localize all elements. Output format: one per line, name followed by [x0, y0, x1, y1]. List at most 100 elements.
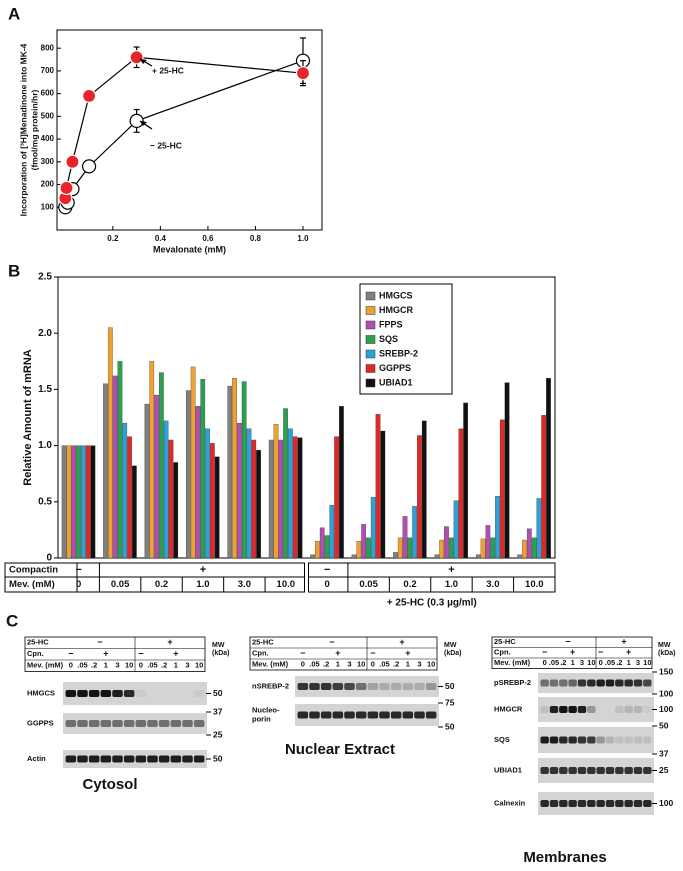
- mw-label: 50: [445, 681, 455, 691]
- lane-label: 10: [427, 659, 435, 668]
- bar: [310, 554, 315, 559]
- blot-band: [367, 711, 379, 719]
- blot-label: nSREBP-2: [252, 681, 289, 690]
- x-tick-label: 0.2: [403, 579, 416, 590]
- bar: [448, 537, 454, 559]
- legend-label: GGPPS: [379, 363, 411, 373]
- lane-label: .2: [393, 659, 399, 668]
- data-point: [129, 50, 144, 65]
- blot-band: [297, 683, 309, 690]
- blot-band: [559, 736, 568, 744]
- blot-band: [643, 679, 652, 687]
- blot-band: [615, 706, 624, 713]
- lane-label: .05: [147, 661, 157, 670]
- blot-band: [170, 720, 182, 727]
- blot-band: [643, 767, 652, 774]
- bar: [402, 516, 408, 559]
- blot-label: Calnexin: [494, 798, 526, 807]
- blot-band: [633, 679, 643, 687]
- header-row-label: 25-HC: [27, 638, 49, 647]
- mw-header: MW: [658, 642, 671, 649]
- cpn-cell: −: [598, 647, 603, 657]
- x-tick-label: 10.0: [525, 579, 544, 590]
- bar: [522, 539, 527, 559]
- blot-band: [344, 711, 355, 719]
- blot-label: HMGCS: [27, 688, 55, 697]
- blot-band: [605, 767, 615, 774]
- blot-band: [344, 683, 355, 690]
- x-tick-label: 0.6: [202, 234, 214, 243]
- header-row-label: Cpn.: [27, 649, 44, 658]
- blot-band: [414, 711, 425, 719]
- blot-band: [596, 767, 605, 774]
- mw-header: MW: [212, 642, 225, 649]
- panel-label: C: [6, 611, 18, 630]
- blot-band: [568, 736, 577, 744]
- blot-band: [332, 711, 344, 719]
- blot: [538, 792, 654, 815]
- y-axis-label: Incorporation of [³H]Menadinone into MK-…: [18, 43, 28, 216]
- bar: [351, 554, 357, 559]
- lane-label: .2: [560, 658, 566, 667]
- mw-label: 37: [659, 748, 669, 758]
- blot-band: [171, 690, 182, 697]
- bar: [173, 462, 179, 559]
- cpn-cell: +: [570, 647, 575, 657]
- bar: [154, 394, 159, 559]
- blot-band: [320, 711, 332, 719]
- x-tick-label: 0.2: [107, 234, 119, 243]
- blot-band: [587, 736, 596, 744]
- blot-band: [170, 755, 182, 763]
- blot-band: [587, 800, 596, 807]
- blot-band: [559, 679, 568, 687]
- bar: [444, 526, 449, 559]
- blot: [295, 676, 439, 697]
- legend-swatch: [365, 306, 376, 315]
- y-tick-label: 2.0: [38, 328, 52, 339]
- bar: [237, 422, 242, 559]
- mw-label: 75: [445, 697, 455, 707]
- series-line: [64, 60, 304, 208]
- blot-band: [182, 755, 193, 763]
- blot-band: [320, 683, 332, 690]
- bar: [439, 539, 445, 559]
- bar: [127, 436, 132, 559]
- mw-header: (kDa): [212, 650, 230, 657]
- bar: [241, 381, 247, 559]
- blot-band: [112, 755, 123, 763]
- blot-band: [643, 706, 652, 713]
- bar: [407, 537, 413, 559]
- header-row-label: Cpn.: [494, 648, 511, 657]
- bar: [361, 524, 366, 559]
- lane-label: .2: [161, 661, 167, 670]
- y-tick-label: 0: [46, 553, 52, 564]
- plot-frame: [57, 276, 556, 559]
- blot-band: [414, 683, 425, 690]
- blot-band: [332, 683, 344, 690]
- blot-band: [390, 683, 402, 690]
- bar: [200, 379, 206, 559]
- bar: [107, 327, 113, 559]
- blot-band: [158, 720, 170, 727]
- panel-label: B: [8, 261, 20, 280]
- lane-label: .2: [91, 661, 97, 670]
- legend-swatch: [365, 349, 376, 359]
- data-point: [81, 159, 97, 174]
- blot-label: SQS: [494, 735, 510, 744]
- y-tick-label: 300: [41, 157, 55, 166]
- bar: [463, 402, 469, 559]
- blot-label: GGPPS: [27, 718, 54, 727]
- blot-band: [147, 690, 158, 697]
- lane-label: 3: [636, 658, 640, 667]
- blot-band: [425, 711, 437, 719]
- table-row-label: Compactin: [9, 565, 58, 576]
- legend-swatch: [365, 364, 376, 373]
- arrow-head: [140, 59, 147, 64]
- blot-label: porin: [252, 714, 271, 723]
- blot-band: [549, 767, 559, 774]
- lane-label: .05: [77, 661, 87, 670]
- blot-band: [568, 767, 577, 774]
- series-line: [64, 56, 304, 199]
- x-tick-label: 10.0: [277, 579, 296, 590]
